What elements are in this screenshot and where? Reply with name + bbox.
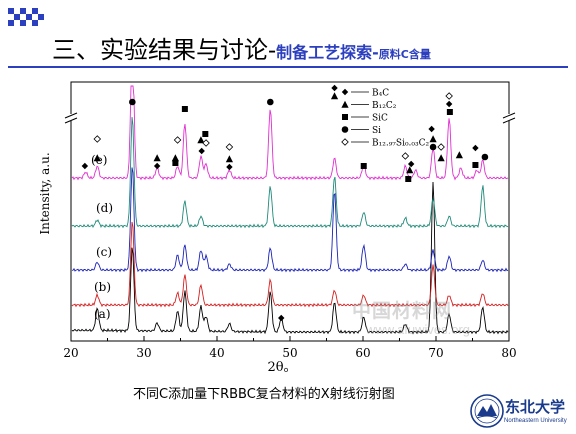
series-line-2 (71, 167, 509, 273)
peak-marker (202, 131, 209, 137)
peak-marker (429, 143, 437, 151)
peak-marker (202, 139, 210, 147)
x-tick-label: 40 (209, 346, 224, 360)
peak-marker (437, 154, 445, 162)
x-tick-label: 30 (136, 346, 151, 360)
peak-marker (472, 162, 479, 168)
x-tick-label: 70 (428, 346, 443, 360)
peak-marker (226, 163, 233, 171)
legend-symbol (341, 138, 349, 146)
x-tick-label: 20 (63, 346, 78, 360)
series-line-1 (71, 221, 509, 308)
peak-marker (455, 151, 463, 159)
peak-marker (405, 176, 412, 182)
peak-marker (406, 166, 414, 174)
peak-marker (445, 92, 453, 100)
axis-break-gap (66, 114, 76, 121)
series-label: (c) (96, 245, 112, 259)
logo-name-cn: 东北大学 (505, 398, 566, 416)
peak-marker (331, 84, 338, 92)
legend-symbol (341, 126, 349, 133)
peak-marker (197, 136, 205, 144)
peak-marker (198, 147, 205, 155)
series-label: (d) (96, 201, 113, 215)
series-line-4 (71, 85, 509, 181)
peak-marker (445, 100, 453, 108)
x-tick-label: 50 (282, 346, 297, 360)
xrd-chart: (a)(b)(c)(d)(e) B₄CB₁₂C₂SiCSiB₁₂.₉₇Si₀.₀… (38, 81, 517, 375)
series-line-3 (71, 117, 509, 229)
axis-break-mark (502, 112, 516, 119)
axis-break-mark (64, 112, 78, 119)
series-line-0 (71, 181, 509, 335)
legend-label: Si (372, 126, 381, 136)
legend-symbol (341, 100, 349, 108)
axis-break-gap (504, 114, 514, 121)
peak-marker (153, 162, 161, 170)
title-rule (8, 66, 568, 68)
peak-marker (172, 160, 179, 166)
peak-marker (266, 98, 274, 106)
legend-label: B₁₂C₂ (372, 101, 397, 111)
y-axis-label: Intensity, a.u. (38, 152, 52, 234)
slide-title: 三、实验结果与讨论-制备工艺探索-原料C含量 (52, 30, 431, 64)
axis-break-mark (64, 117, 78, 124)
series-label: (a) (94, 307, 111, 321)
peak-marker (330, 92, 339, 100)
marker-layer (81, 84, 489, 322)
university-logo-icon (470, 394, 504, 428)
title-sub: 制备工艺探索- (276, 43, 379, 62)
x-axis-label: 2θ。 (267, 360, 296, 375)
peak-marker (225, 143, 234, 151)
x-tick-label: 80 (501, 346, 516, 360)
peak-marker (401, 152, 410, 160)
title-main: 三、实验结果与讨论- (52, 36, 277, 64)
peak-marker (481, 153, 489, 161)
watermark-url: www.afuwives.org (366, 322, 471, 337)
peak-marker (181, 106, 188, 112)
axis-break-mark (502, 117, 516, 124)
peak-marker (225, 155, 234, 163)
peak-marker (437, 143, 445, 151)
title-decoration (8, 8, 44, 26)
axis-layer: 20 30 40 50 60 70 80 2θ。 Intensity, a.u. (38, 152, 517, 375)
series-label: (b) (94, 280, 111, 294)
peak-marker (446, 109, 453, 115)
peak-marker (171, 154, 179, 162)
peak-marker (278, 314, 285, 322)
peak-marker (429, 135, 437, 143)
logo-name-en: Northeastern University (504, 418, 567, 424)
peak-marker (173, 136, 182, 144)
peak-marker (93, 154, 101, 162)
legend-symbol (341, 88, 349, 96)
series-layer: (a)(b)(c)(d)(e) (71, 85, 509, 335)
legend-label: B₄C (372, 89, 389, 99)
peak-marker (428, 125, 435, 133)
watermark-text: 中国材料网 (352, 300, 453, 322)
legend-symbol (342, 114, 348, 120)
x-tick-label: 60 (355, 346, 370, 360)
title-small: 原料C含量 (378, 48, 431, 61)
peak-marker (472, 144, 479, 152)
peak-marker (153, 154, 161, 162)
legend-label: B₁₂.₉₇Si₀.₀₃C₂ (372, 139, 430, 149)
peak-marker (407, 160, 415, 168)
peak-marker (81, 162, 89, 170)
legend-label: SiC (372, 114, 388, 124)
peak-marker (129, 98, 136, 106)
figure-caption: 不同C添加量下RBBC复合材料的X射线衍射图 (133, 387, 395, 402)
peak-marker (360, 163, 367, 169)
legend: B₄C B₁₂C₂ SiC Si B₁₂.₉₇Si₀.₀₃C₂ (341, 88, 430, 149)
peak-marker (93, 135, 102, 143)
